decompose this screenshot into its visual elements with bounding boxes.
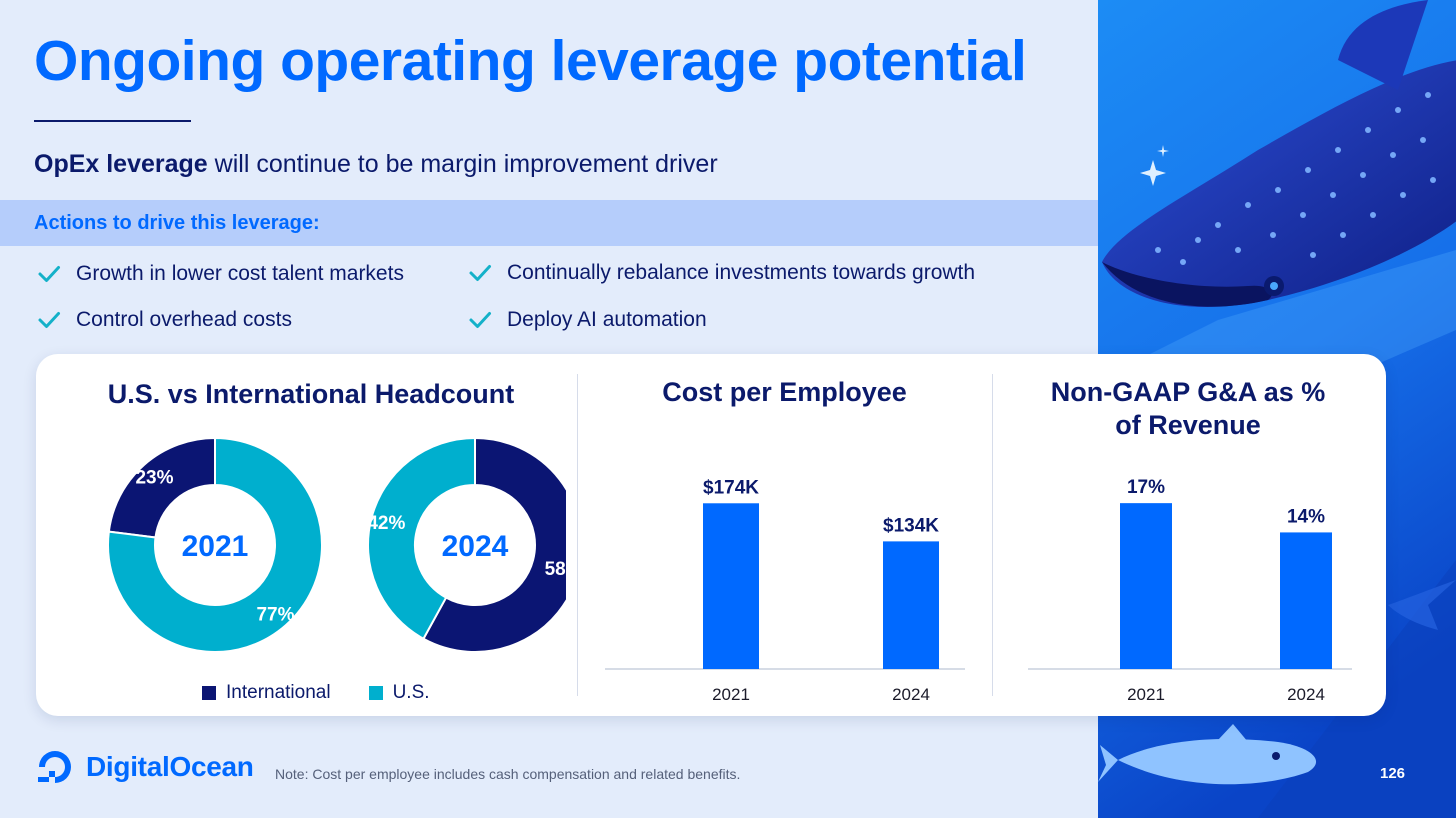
digitalocean-logo: DigitalOcean <box>34 748 254 786</box>
ga-percent-bar-chart: 17% 2021 14% 2024 <box>1028 477 1352 704</box>
check-icon <box>469 312 491 328</box>
bar <box>703 503 759 669</box>
action-item: Control overhead costs <box>36 307 292 333</box>
donut-center-label: 2021 <box>182 530 249 563</box>
legend-label-us: U.S. <box>392 682 430 703</box>
x-tick-label: 2024 <box>892 685 930 704</box>
x-tick-label: 2021 <box>712 685 750 704</box>
action-label: Deploy AI automation <box>507 308 707 331</box>
donut-slice-label: 58% <box>545 559 566 580</box>
x-tick-label: 2021 <box>1127 685 1165 704</box>
action-label: Control overhead costs <box>76 308 292 331</box>
donut-slice-us <box>107 436 323 653</box>
check-icon <box>38 266 60 282</box>
footnote: Note: Cost per employee includes cash co… <box>275 766 741 782</box>
digitalocean-logo-icon <box>38 751 71 783</box>
check-icon <box>469 265 491 281</box>
cost-chart-title: Cost per Employee <box>662 377 907 407</box>
bar-value-label: 14% <box>1287 506 1325 527</box>
cost-per-employee-bar-chart: $174K 2021 $134K 2024 <box>605 477 965 704</box>
bar <box>1280 532 1332 669</box>
page-title: Ongoing operating leverage potential <box>34 29 1027 93</box>
check-icon <box>38 312 60 328</box>
bar-value-label: $174K <box>703 477 759 498</box>
headcount-legend: International U.S. <box>202 682 430 704</box>
subtitle: OpEx leverage will continue to be margin… <box>34 150 718 179</box>
ga-chart-title-line: of Revenue <box>1115 410 1261 440</box>
bar <box>883 541 939 669</box>
donut-chart: 58% 42% 2024 <box>367 436 566 653</box>
action-label: Continually rebalance investments toward… <box>507 261 976 284</box>
headcount-chart-title: U.S. vs International Headcount <box>107 379 515 409</box>
action-item: Growth in lower cost talent markets <box>36 261 404 287</box>
action-item: Continually rebalance investments toward… <box>467 260 975 286</box>
donut-chart: 23% 77% 2021 <box>107 436 323 653</box>
panel-divider <box>992 374 993 696</box>
legend-swatch-international <box>202 686 216 700</box>
logo-wordmark: DigitalOcean <box>86 751 254 782</box>
legend-label-international: International <box>226 682 331 703</box>
actions-band: Actions to drive this leverage: <box>0 200 1098 246</box>
subtitle-rest: will continue to be margin improvement d… <box>207 150 718 178</box>
chart-card: U.S. vs International Headcount 23% 77% 20… <box>36 354 1386 716</box>
panel-divider <box>577 374 578 696</box>
ga-chart-title-line: Non-GAAP G&A as % <box>1050 377 1326 407</box>
donut-slice-label: 23% <box>135 467 173 488</box>
ga-chart-title: Non-GAAP G&A as % of Revenue <box>1012 376 1364 442</box>
action-item: Deploy AI automation <box>467 307 707 333</box>
bar-value-label: 17% <box>1127 477 1165 498</box>
donut-slice-label: 77% <box>256 605 294 626</box>
bar-value-label: $134K <box>883 515 939 536</box>
bar <box>1120 503 1172 669</box>
action-label: Growth in lower cost talent markets <box>76 262 404 285</box>
donut-center-label: 2024 <box>442 530 509 563</box>
legend-swatch-us <box>368 686 383 700</box>
x-tick-label: 2024 <box>1287 685 1325 704</box>
headcount-donut-charts: 23% 77% 2021 58% 42% 2024 <box>107 436 566 653</box>
subtitle-bold: OpEx leverage <box>34 150 208 178</box>
actions-heading: Actions to drive this leverage: <box>34 212 320 234</box>
donut-slice-international <box>422 436 566 653</box>
page-number: 126 <box>1380 765 1406 782</box>
title-underline <box>34 120 191 122</box>
donut-slice-label: 42% <box>367 513 405 534</box>
donut-slice-us <box>367 436 476 641</box>
